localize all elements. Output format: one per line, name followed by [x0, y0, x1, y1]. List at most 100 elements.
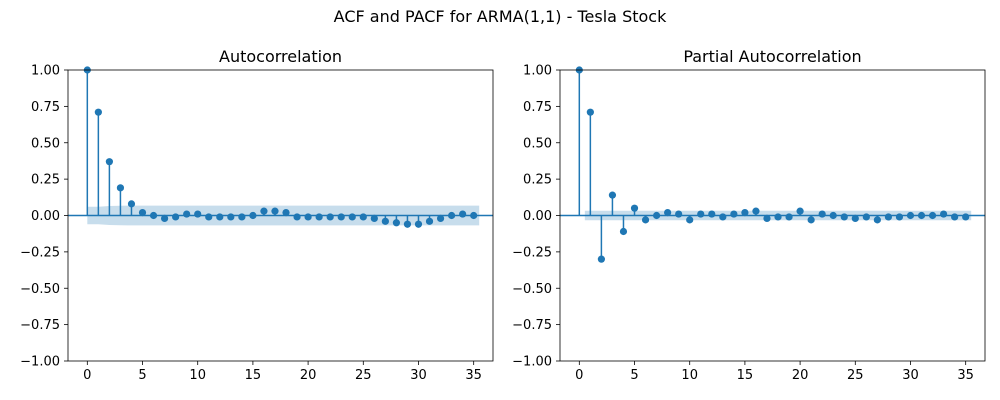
- stem-marker: [194, 210, 202, 218]
- y-tick-label: 0.50: [31, 136, 60, 151]
- stem-marker: [741, 208, 749, 217]
- stem-marker: [641, 216, 650, 224]
- x-tick-label: 35: [465, 368, 482, 383]
- y-tick-label: 0.00: [31, 209, 60, 224]
- stem-marker: [183, 210, 191, 218]
- stem-marker: [94, 108, 102, 116]
- stem-marker: [172, 213, 180, 221]
- y-tick-label: 0.25: [31, 173, 60, 188]
- stem-marker: [763, 214, 771, 223]
- stem-marker: [818, 210, 826, 218]
- stem-marker: [597, 255, 605, 263]
- stem-marker: [917, 211, 926, 220]
- y-tick-label: 0.50: [523, 136, 552, 151]
- stem-marker: [686, 216, 694, 224]
- x-tick-label: 15: [737, 368, 754, 383]
- stem-marker: [359, 213, 367, 221]
- stem-marker: [630, 204, 639, 212]
- x-tick-label: 30: [410, 368, 427, 383]
- stem-marker: [127, 200, 136, 208]
- stem-marker: [326, 213, 334, 221]
- stem-marker: [293, 213, 301, 221]
- stem-marker: [470, 211, 478, 220]
- stem-marker: [906, 211, 915, 220]
- stem-marker: [304, 213, 312, 221]
- stem-marker: [282, 208, 290, 217]
- stem-marker: [796, 207, 804, 215]
- stem-marker: [840, 213, 848, 221]
- stem-marker: [940, 210, 948, 218]
- stem-marker: [116, 184, 125, 192]
- stem-marker: [951, 213, 959, 221]
- y-tick-label: 0.00: [523, 209, 552, 224]
- x-tick-label: 35: [957, 368, 974, 383]
- y-tick-label: −1.00: [20, 355, 60, 370]
- stem-marker: [774, 213, 782, 221]
- x-tick-label: 20: [792, 368, 809, 383]
- x-tick-label: 5: [630, 368, 638, 383]
- stem-marker: [448, 211, 456, 220]
- stem-marker: [664, 208, 672, 217]
- y-tick-label: −0.25: [20, 245, 60, 260]
- stem-marker: [708, 210, 716, 218]
- x-tick-label: 10: [681, 368, 698, 383]
- y-tick-label: 1.00: [31, 64, 60, 79]
- stem-marker: [149, 211, 158, 220]
- stem-marker: [785, 213, 793, 221]
- acf-panel: 0 5 10 15 20 25 30 35 −1.00 −0.75 −0.50 −0.25 0.00 0.…: [20, 47, 494, 383]
- x-tick-label: 0: [575, 368, 583, 383]
- stem-marker: [962, 213, 970, 221]
- y-tick-label: −0.50: [512, 282, 552, 297]
- stem-marker: [370, 214, 378, 223]
- stem-marker: [227, 213, 235, 221]
- x-tick-label: 25: [355, 368, 372, 383]
- pacf-panel: 0 5 10 15 20 25 30 35 −1.00 −0.75 −0.50 −0.25 0.00 0.…: [512, 47, 986, 383]
- stem-marker: [851, 214, 859, 223]
- figure-title: ACF and PACF for ARMA(1,1) - Tesla Stock: [334, 7, 667, 26]
- stem-marker: [730, 210, 738, 218]
- y-tick-label: −0.75: [512, 318, 552, 333]
- stem-marker: [425, 217, 434, 225]
- stem-marker: [829, 211, 837, 220]
- stem-marker: [752, 207, 760, 215]
- y-tick-label: 0.75: [523, 100, 552, 115]
- stem-marker: [884, 213, 893, 221]
- stem-marker: [315, 213, 323, 221]
- x-tick-label: 30: [902, 368, 919, 383]
- panel-title: Partial Autocorrelation: [683, 47, 861, 66]
- stem-marker: [160, 214, 169, 223]
- stem-marker: [652, 211, 661, 220]
- y-tick-label: −0.50: [20, 282, 60, 297]
- stem-marker: [238, 213, 246, 221]
- stem-marker: [260, 207, 268, 215]
- y-tick-label: 1.00: [523, 64, 552, 79]
- stem-marker: [271, 207, 279, 215]
- y-tick-label: −1.00: [512, 355, 552, 370]
- stem-marker: [403, 220, 412, 228]
- stem-marker: [105, 158, 113, 166]
- x-tick-label: 0: [83, 368, 91, 383]
- stem-marker: [337, 213, 345, 221]
- stem-marker: [928, 211, 937, 220]
- stem-marker: [216, 213, 224, 221]
- stem-marker: [619, 227, 628, 236]
- x-tick-label: 5: [138, 368, 146, 383]
- y-tick-label: −0.75: [20, 318, 60, 333]
- x-tick-label: 10: [189, 368, 206, 383]
- stem-marker: [895, 213, 904, 221]
- x-tick-label: 20: [300, 368, 317, 383]
- stem-marker: [381, 217, 389, 225]
- stem-marker: [436, 214, 445, 223]
- y-tick-label: 0.25: [523, 173, 552, 188]
- stem-marker: [392, 219, 401, 227]
- stem-marker: [348, 213, 356, 221]
- stem-marker: [862, 213, 870, 221]
- stem-marker: [459, 210, 467, 218]
- stem-marker: [719, 213, 727, 221]
- stem-marker: [586, 108, 594, 116]
- x-tick-label: 15: [245, 368, 262, 383]
- stem-marker: [873, 216, 881, 224]
- stem-marker: [414, 220, 423, 228]
- stem-marker: [807, 216, 815, 224]
